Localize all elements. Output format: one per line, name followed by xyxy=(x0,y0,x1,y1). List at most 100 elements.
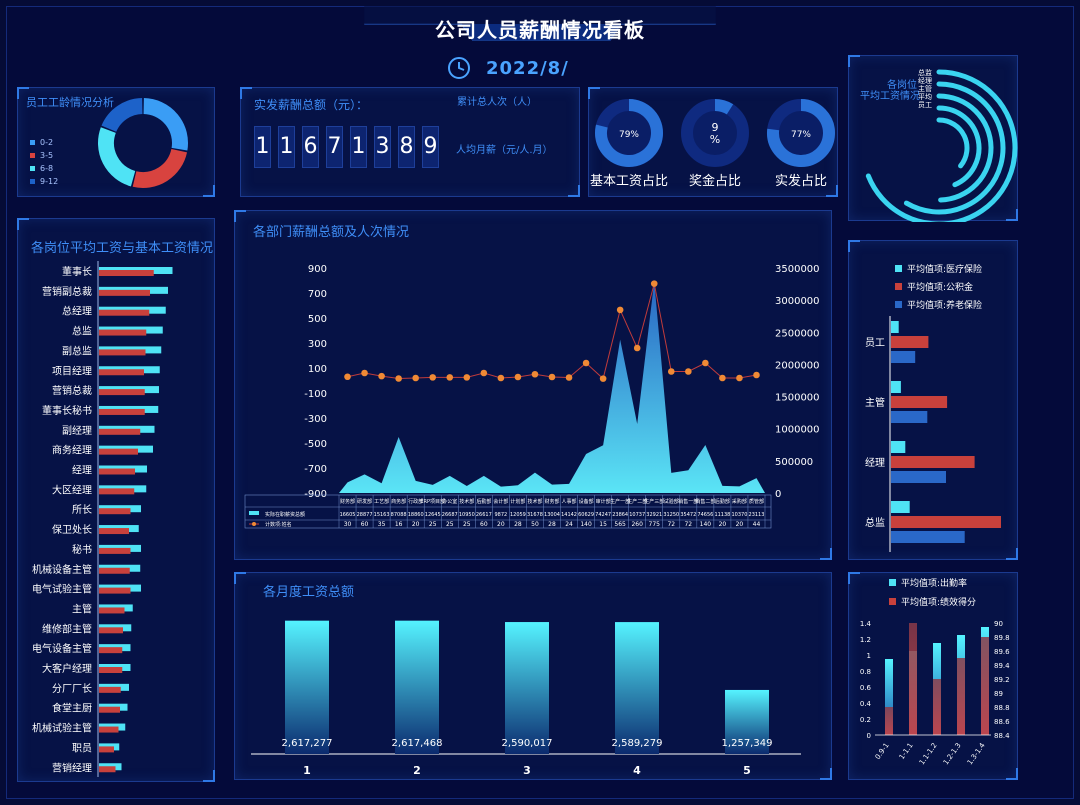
table-value: 14142 xyxy=(561,512,577,518)
salary-area xyxy=(339,281,765,493)
insurance-bar xyxy=(891,381,901,393)
insurance-bar xyxy=(891,411,928,423)
att-category: 1.3-1.4 xyxy=(966,741,987,766)
att-left-tick: 0.8 xyxy=(860,668,871,676)
left-tick: 100 xyxy=(308,364,327,375)
table-count: 44 xyxy=(753,521,761,528)
right-tick: 1000000 xyxy=(775,425,820,436)
position-label: 营销经理 xyxy=(52,761,92,774)
table-value: 15163 xyxy=(374,512,390,518)
clock-icon xyxy=(448,57,470,79)
base-bar xyxy=(99,508,131,515)
table-category: 技术部 xyxy=(527,498,542,505)
headcount-point xyxy=(548,373,556,381)
table-value: 10950 xyxy=(459,512,475,518)
headcount-point xyxy=(753,371,760,379)
insurance-legend-swatch xyxy=(895,265,902,272)
ratio-gauge-0: 79% xyxy=(595,99,663,167)
position-label: 经理 xyxy=(72,464,92,477)
att-left-tick: 0.2 xyxy=(860,716,871,724)
position-label: 大客户经理 xyxy=(42,662,92,675)
tenure-legend-item: 9-12 xyxy=(30,175,58,188)
dept-title: 各部门薪酬总额及人次情况 xyxy=(253,225,410,240)
tenure-legend: 0-2 3-5 6-8 9-12 xyxy=(30,136,58,188)
att-left-tick: 0.4 xyxy=(860,700,872,708)
month-bar xyxy=(615,622,659,754)
score-bar xyxy=(909,623,917,735)
gauge-value: 9 xyxy=(712,121,719,134)
headcount-point xyxy=(361,369,368,377)
position-label: 职员 xyxy=(72,742,92,754)
left-tick: -100 xyxy=(304,389,327,400)
left-tick: 900 xyxy=(308,264,327,275)
insurance-bar xyxy=(891,441,906,453)
table-category: 会计部 xyxy=(493,498,508,505)
position-title: 各岗位平均工资与基本工资情况 xyxy=(31,241,214,256)
gauge-label: 实发占比 xyxy=(774,174,827,189)
table-value: 11138 xyxy=(714,512,730,518)
table-value: 10370 xyxy=(731,512,747,518)
att-right-tick: 89.4 xyxy=(994,662,1010,670)
table-category: 行政部 xyxy=(408,498,423,505)
month-category: 5 xyxy=(743,764,751,777)
table-count: 20 xyxy=(736,521,744,528)
table-value: 26617 xyxy=(476,512,492,518)
legend-area-label: 实际在职薪资总额 xyxy=(265,511,305,518)
radial-title-line1: 各岗位 xyxy=(887,80,917,91)
pay-digit: 1 xyxy=(254,126,271,168)
headcount-label: 累计总人次（人） xyxy=(457,97,537,108)
header-banner xyxy=(364,6,716,41)
headcount-point xyxy=(514,373,522,381)
base-bar xyxy=(99,706,120,713)
att-right-tick: 89 xyxy=(994,690,1003,698)
gauge-fill xyxy=(767,99,835,167)
table-count: 20 xyxy=(497,521,505,528)
headcount-point xyxy=(446,374,454,381)
base-bar xyxy=(99,547,131,554)
position-label: 董事长秘书 xyxy=(42,404,92,417)
table-category: 生产二部 xyxy=(627,498,647,505)
table-value: 9872 xyxy=(495,512,508,518)
ratio-gauge-1: 9% xyxy=(681,99,749,167)
table-value: 12059 xyxy=(510,512,526,518)
tenure-slice-3-5 xyxy=(132,148,188,188)
right-tick: 0 xyxy=(775,489,781,500)
base-bar xyxy=(99,686,121,693)
table-category: 后勤部 xyxy=(476,498,491,505)
legend-swatch xyxy=(30,166,35,171)
table-category: 技术部 xyxy=(459,498,474,505)
base-bar xyxy=(99,746,114,753)
insurance-bar xyxy=(891,321,899,333)
att-right-tick: 88.4 xyxy=(994,732,1010,740)
table-count: 25 xyxy=(446,521,454,528)
right-tick: 2000000 xyxy=(775,360,820,371)
headcount-point xyxy=(531,370,539,378)
position-label: 营销总裁 xyxy=(52,384,92,397)
insurance-panel: 平均值项:医疗保险 平均值项:公积金 平均值项:养老保险 员工 主管 经理 总监 xyxy=(848,240,1018,560)
month-bar-chart: 2,617,277 1 2,617,468 2 2,590,017 3 2,589,279 4… xyxy=(251,620,801,777)
legend-swatch xyxy=(30,153,35,158)
base-bar xyxy=(99,627,123,634)
position-label: 大区经理 xyxy=(52,483,92,496)
position-label: 维修部主管 xyxy=(42,622,92,635)
table-count: 35 xyxy=(378,521,386,528)
table-count: 72 xyxy=(667,521,675,528)
table-category: 财务部 xyxy=(340,498,355,505)
tenure-title: 员工工龄情况分析 xyxy=(26,96,114,109)
table-count: 28 xyxy=(548,521,556,528)
score-bar xyxy=(885,707,893,735)
insurance-bar xyxy=(891,471,946,483)
table-count: 72 xyxy=(684,521,692,528)
table-value: 87088 xyxy=(391,512,407,518)
gauge-fill xyxy=(714,99,734,115)
pay-digit: 3 xyxy=(374,126,391,168)
table-category: 销售二部 xyxy=(695,498,715,505)
right-tick: 1500000 xyxy=(775,393,820,404)
base-bar xyxy=(99,408,145,415)
table-category: ERP项目部 xyxy=(420,498,445,505)
month-category: 1 xyxy=(303,764,311,777)
position-bar-chart: 董事长营销副总裁总经理总监副总监项目经理营销总裁董事长秘书副经理商务经理经理大区… xyxy=(32,261,173,777)
gauge-fill xyxy=(595,99,663,167)
